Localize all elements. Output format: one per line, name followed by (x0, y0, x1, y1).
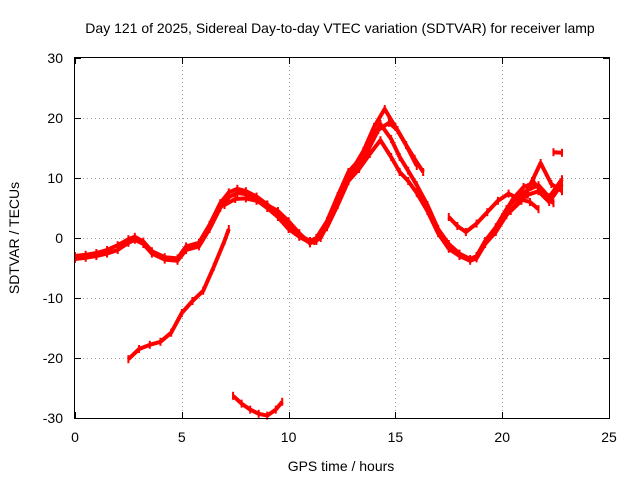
x-tick-label: 20 (494, 429, 510, 445)
chart-title: Day 121 of 2025, Sidereal Day-to-day VTE… (85, 20, 595, 36)
series-group (74, 105, 564, 420)
y-tick-label: 20 (47, 110, 63, 126)
grid (75, 58, 609, 418)
sdtvar-evening-c (509, 161, 564, 213)
sdtvar-main-d-markers (313, 118, 425, 245)
x-tick-label: 5 (178, 429, 186, 445)
y-axis-label: SDTVAR / TECUs (6, 182, 22, 294)
x-tick-label: 0 (71, 429, 79, 445)
x-tick-label: 10 (281, 429, 297, 445)
sdtvar-evening-c-markers (509, 159, 564, 215)
sdtvar-main-a (74, 138, 564, 263)
sdtvar-low-rise (127, 228, 231, 361)
x-tick-label: 15 (388, 429, 404, 445)
y-tick-label: 10 (47, 170, 63, 186)
sdtvar-evening-a (447, 191, 540, 234)
y-tick-label: -30 (43, 410, 63, 426)
y-tick-label: -10 (43, 290, 63, 306)
plot-frame (74, 57, 610, 419)
sdtvar-low-rise-markers (127, 225, 230, 364)
sdtvar-late-short-markers (552, 148, 564, 157)
y-tick-label: -20 (43, 350, 63, 366)
y-tick-label: 30 (47, 50, 63, 66)
x-axis-label: GPS time / hours (288, 458, 395, 474)
y-tick-label: 0 (55, 230, 63, 246)
sdtvar-main-c (223, 107, 419, 246)
sdtvar-low-arc-markers (232, 391, 284, 420)
x-tick-label: 25 (601, 429, 617, 445)
tick-labels: 0 5 10 15 20 25 30 20 10 0 -10 -20 -30 (43, 50, 617, 445)
axis-ticks (75, 58, 610, 419)
sdtvar-late-short (553, 150, 563, 155)
sdtvar-main-d (312, 120, 425, 243)
sdtvar-evening-b-markers (501, 178, 555, 221)
sdtvar-main-c-markers (223, 105, 418, 248)
